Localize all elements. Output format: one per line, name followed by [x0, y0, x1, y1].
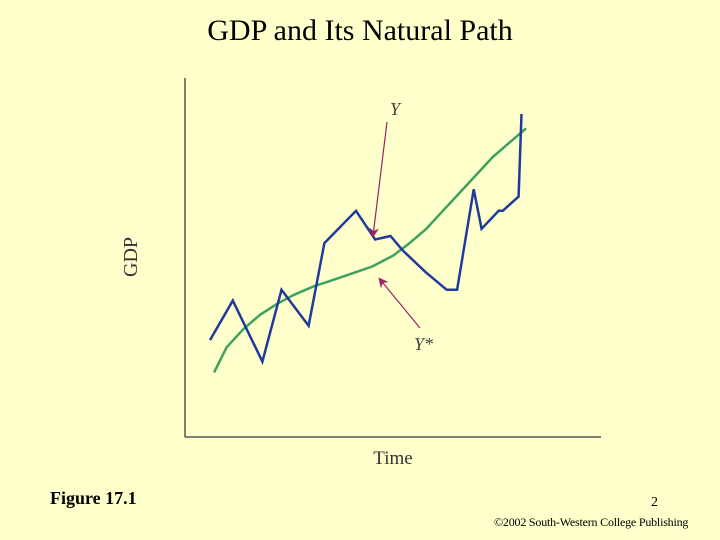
annotation-arrow-y-star: [378, 277, 421, 329]
page-title: GDP and Its Natural Path: [207, 14, 513, 47]
x-axis-label: Time: [373, 448, 412, 469]
y-axis-label: GDP: [120, 237, 142, 277]
annotation-label-y: Y: [390, 99, 402, 119]
copyright-notice: ©2002 South-Western College Publishing: [494, 515, 689, 529]
annotation-arrow-y: [369, 121, 388, 238]
page-number: 2: [651, 495, 658, 510]
figure-label: Figure 17.1: [50, 488, 137, 508]
series-line-natural-gdp: [212, 127, 527, 373]
series-line-actual-gdp: [208, 113, 523, 366]
annotation-label-y-star: Y*: [414, 334, 433, 354]
